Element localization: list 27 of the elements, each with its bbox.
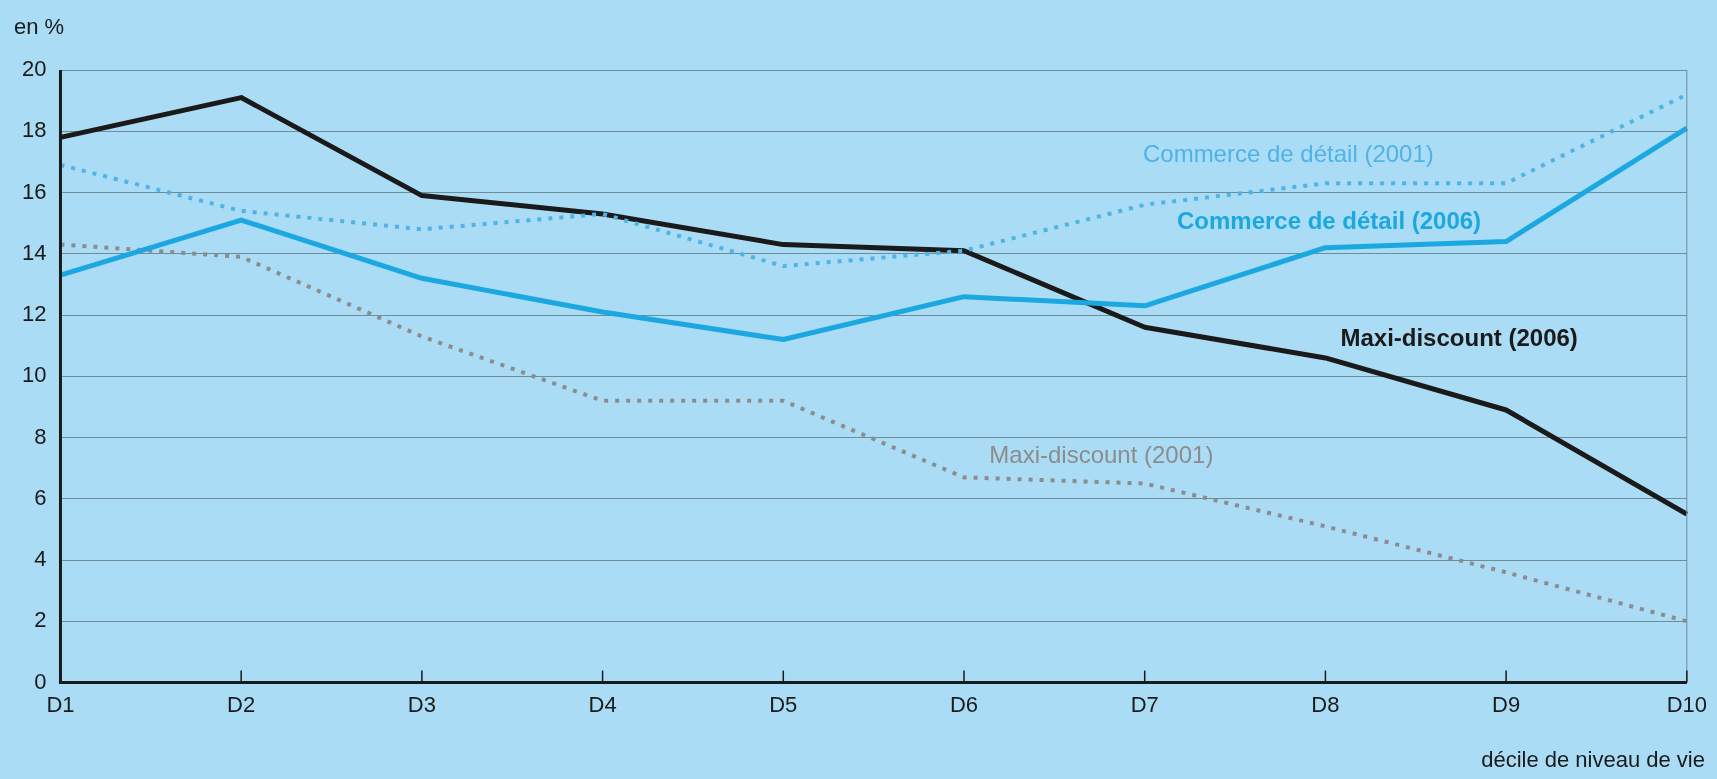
y-tick-label: 12: [21, 301, 47, 327]
series-label: Commerce de détail (2001): [1142, 140, 1434, 168]
y-tick-label: 0: [34, 668, 47, 694]
x-tick-label: D4: [588, 691, 617, 717]
y-axis-title: en %: [14, 14, 65, 40]
x-tick-label: D2: [227, 691, 256, 717]
x-tick-label: D9: [1492, 691, 1521, 717]
x-tick-label: D8: [1311, 691, 1340, 717]
y-tick-label: 8: [34, 423, 47, 449]
x-tick-label: D6: [949, 691, 979, 717]
y-tick-label: 18: [21, 117, 47, 143]
x-tick-label: D3: [407, 691, 436, 717]
y-tick-label: 2: [34, 607, 47, 633]
y-tick-label: 6: [34, 484, 47, 510]
series-label: Maxi-discount (2001): [989, 440, 1214, 468]
x-tick-label: D5: [769, 691, 798, 717]
x-tick-label: D7: [1130, 691, 1159, 717]
series-label: Commerce de détail (2006): [1176, 206, 1482, 234]
series-label: Maxi-discount (2006): [1340, 324, 1578, 352]
x-tick-label: D10: [1666, 691, 1707, 717]
y-tick-label: 4: [34, 546, 47, 572]
x-axis-title: décile de niveau de vie: [1481, 747, 1705, 773]
y-tick-label: 10: [21, 362, 47, 388]
y-tick-label: 14: [21, 239, 47, 265]
x-tick-label: D1: [46, 691, 75, 717]
y-tick-label: 16: [21, 178, 47, 204]
y-tick-label: 20: [21, 56, 47, 82]
